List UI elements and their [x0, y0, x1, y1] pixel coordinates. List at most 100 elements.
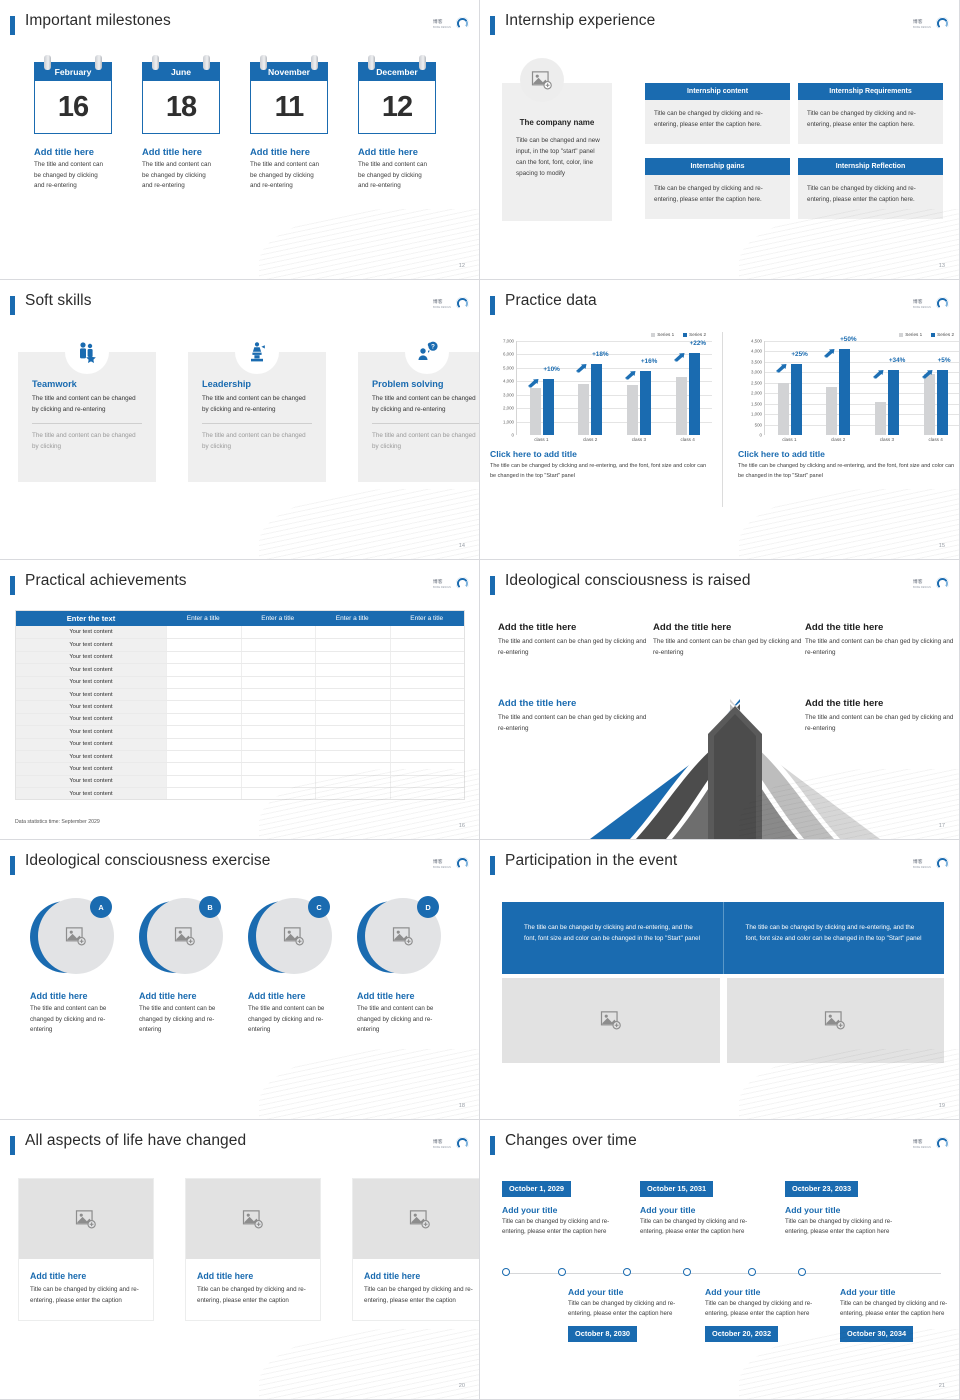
image-placeholder-icon[interactable]	[186, 1179, 320, 1259]
table-row[interactable]: Your text content	[16, 774, 464, 788]
image-placeholder-icon[interactable]	[502, 978, 720, 1063]
table-row[interactable]: Your text content	[16, 626, 464, 639]
list-item[interactable]: Add the title here The title and content…	[498, 622, 650, 659]
table-cell[interactable]	[166, 688, 241, 701]
list-item[interactable]: Add the title here The title and content…	[805, 622, 957, 659]
table-cell[interactable]	[240, 688, 315, 701]
table-cell[interactable]	[389, 701, 464, 713]
list-item[interactable]: Internship Reflection Title can be chang…	[798, 158, 943, 219]
table-cell[interactable]	[240, 788, 315, 800]
table-cell[interactable]	[166, 763, 241, 775]
table-cell[interactable]	[389, 726, 464, 738]
company-panel[interactable]: The company name Title can be changed an…	[502, 83, 612, 221]
slide-practical-achievements[interactable]: Practical achievements 博客 BOKE DESIGN En…	[0, 560, 480, 840]
table-cell[interactable]	[240, 651, 315, 664]
timeline-dot[interactable]	[623, 1268, 631, 1276]
table-cell[interactable]	[389, 713, 464, 726]
list-item[interactable]: February 16 Add title here The title and…	[34, 55, 112, 192]
table-cell[interactable]	[166, 676, 241, 688]
image-placeholder-icon[interactable]	[19, 1179, 153, 1259]
table-cell[interactable]	[389, 750, 464, 763]
timeline-event-top[interactable]: October 15, 2031 Add your title Title can …	[640, 1178, 760, 1237]
table-cell[interactable]	[389, 626, 464, 639]
table-cell[interactable]	[240, 763, 315, 775]
timeline-dot[interactable]	[502, 1268, 510, 1276]
list-item[interactable]: Add title here Title can be changed by cl…	[185, 1178, 321, 1322]
table-row[interactable]: Your text content	[16, 663, 464, 676]
table-cell[interactable]	[166, 726, 241, 738]
table-row[interactable]: Your text content	[16, 725, 464, 738]
slide-soft-skills[interactable]: Soft skills 博客 BOKE DESIGN Teamwork The …	[0, 280, 480, 560]
timeline-event-top[interactable]: October 1, 2029 Add your title Title can b…	[502, 1178, 622, 1237]
table-cell[interactable]	[240, 750, 315, 763]
table-cell[interactable]	[315, 788, 390, 800]
table-row[interactable]: Your text content	[16, 712, 464, 726]
list-item[interactable]: Internship content Title can be changed …	[645, 83, 790, 144]
table-row[interactable]: Your text content	[16, 787, 464, 800]
timeline-dot[interactable]	[558, 1268, 566, 1276]
table-cell[interactable]	[389, 639, 464, 651]
table-cell[interactable]	[315, 664, 390, 676]
slide-internship-experience[interactable]: Internship experience 博客 BOKE DESIGN The…	[480, 0, 960, 280]
table-cell[interactable]	[315, 651, 390, 664]
table-cell[interactable]	[315, 726, 390, 738]
table-cell[interactable]	[315, 676, 390, 688]
list-item[interactable]: June 18 Add title here The title and con…	[142, 55, 220, 192]
list-item[interactable]: C Add title here The title and content can…	[248, 896, 332, 1036]
achievements-table[interactable]: Enter the text Enter a title Enter a tit…	[15, 610, 465, 801]
table-row[interactable]: Your text content	[16, 650, 464, 664]
list-item[interactable]: Add title here Title can be changed by cl…	[352, 1178, 479, 1322]
timeline-dot[interactable]	[798, 1268, 806, 1276]
list-item[interactable]: Add title here Title can be changed by cl…	[18, 1178, 154, 1322]
table-cell[interactable]	[240, 713, 315, 726]
table-row[interactable]: Your text content	[16, 700, 464, 713]
table-cell[interactable]	[166, 639, 241, 651]
slide-participation-in-the-event[interactable]: Participation in the event 博客 BOKE DESIG…	[480, 840, 960, 1120]
table-row[interactable]: Your text content	[16, 749, 464, 763]
table-row[interactable]: Your text content	[16, 762, 464, 775]
table-cell[interactable]	[315, 713, 390, 726]
table-cell[interactable]	[240, 775, 315, 788]
table-row[interactable]: Your text content	[16, 638, 464, 651]
list-item[interactable]: November 11 Add title here The title and…	[250, 55, 328, 192]
timeline-dot[interactable]	[748, 1268, 756, 1276]
list-item[interactable]: Add the title here The title and content…	[498, 698, 650, 735]
timeline-event-top[interactable]: October 23, 2033 Add your title Title can …	[785, 1178, 905, 1237]
timeline-event-bottom[interactable]: Add your title Title can be changed by cl…	[568, 1287, 688, 1342]
table-cell[interactable]	[389, 676, 464, 688]
table-cell[interactable]	[389, 763, 464, 775]
image-placeholder-icon[interactable]	[353, 1179, 479, 1259]
table-cell[interactable]	[315, 626, 390, 639]
table-cell[interactable]	[240, 738, 315, 750]
list-item[interactable]: Add the title here The title and content…	[653, 622, 805, 659]
list-item[interactable]: Leadership The title and content can be …	[188, 330, 326, 482]
table-cell[interactable]	[166, 651, 241, 664]
list-item[interactable]: A Add title here The title and content can…	[30, 896, 114, 1036]
image-placeholder-icon[interactable]	[520, 58, 564, 102]
table-cell[interactable]	[240, 664, 315, 676]
list-item[interactable]: B Add title here The title and content can…	[139, 896, 223, 1036]
table-cell[interactable]	[166, 664, 241, 676]
table-cell[interactable]	[240, 701, 315, 713]
slide-all-aspects-of-life-have-changed[interactable]: All aspects of life have changed 博客 BOKE…	[0, 1120, 480, 1400]
table-cell[interactable]	[315, 688, 390, 701]
table-cell[interactable]	[166, 713, 241, 726]
slide-ideological-consciousness-exercise[interactable]: Ideological consciousness exercise 博客 BO…	[0, 840, 480, 1120]
list-item[interactable]: December 12 Add title here The title and…	[358, 55, 436, 192]
table-cell[interactable]	[315, 775, 390, 788]
table-cell[interactable]	[240, 626, 315, 639]
list-item[interactable]: Teamwork The title and content can be ch…	[18, 330, 156, 482]
table-row[interactable]: Your text content	[16, 737, 464, 750]
table-cell[interactable]	[240, 726, 315, 738]
table-cell[interactable]	[389, 738, 464, 750]
table-cell[interactable]	[389, 651, 464, 664]
timeline-event-bottom[interactable]: Add your title Title can be changed by cl…	[840, 1287, 959, 1342]
slide-important-milestones[interactable]: Important milestones 博客 BOKE DESIGN Febr…	[0, 0, 480, 280]
table-cell[interactable]	[389, 664, 464, 676]
table-cell[interactable]	[315, 750, 390, 763]
event-text-band[interactable]: The title can be changed by clicking and…	[502, 902, 944, 974]
table-cell[interactable]	[315, 763, 390, 775]
table-row[interactable]: Your text content	[16, 675, 464, 688]
table-cell[interactable]	[389, 688, 464, 701]
table-row[interactable]: Your text content	[16, 687, 464, 701]
